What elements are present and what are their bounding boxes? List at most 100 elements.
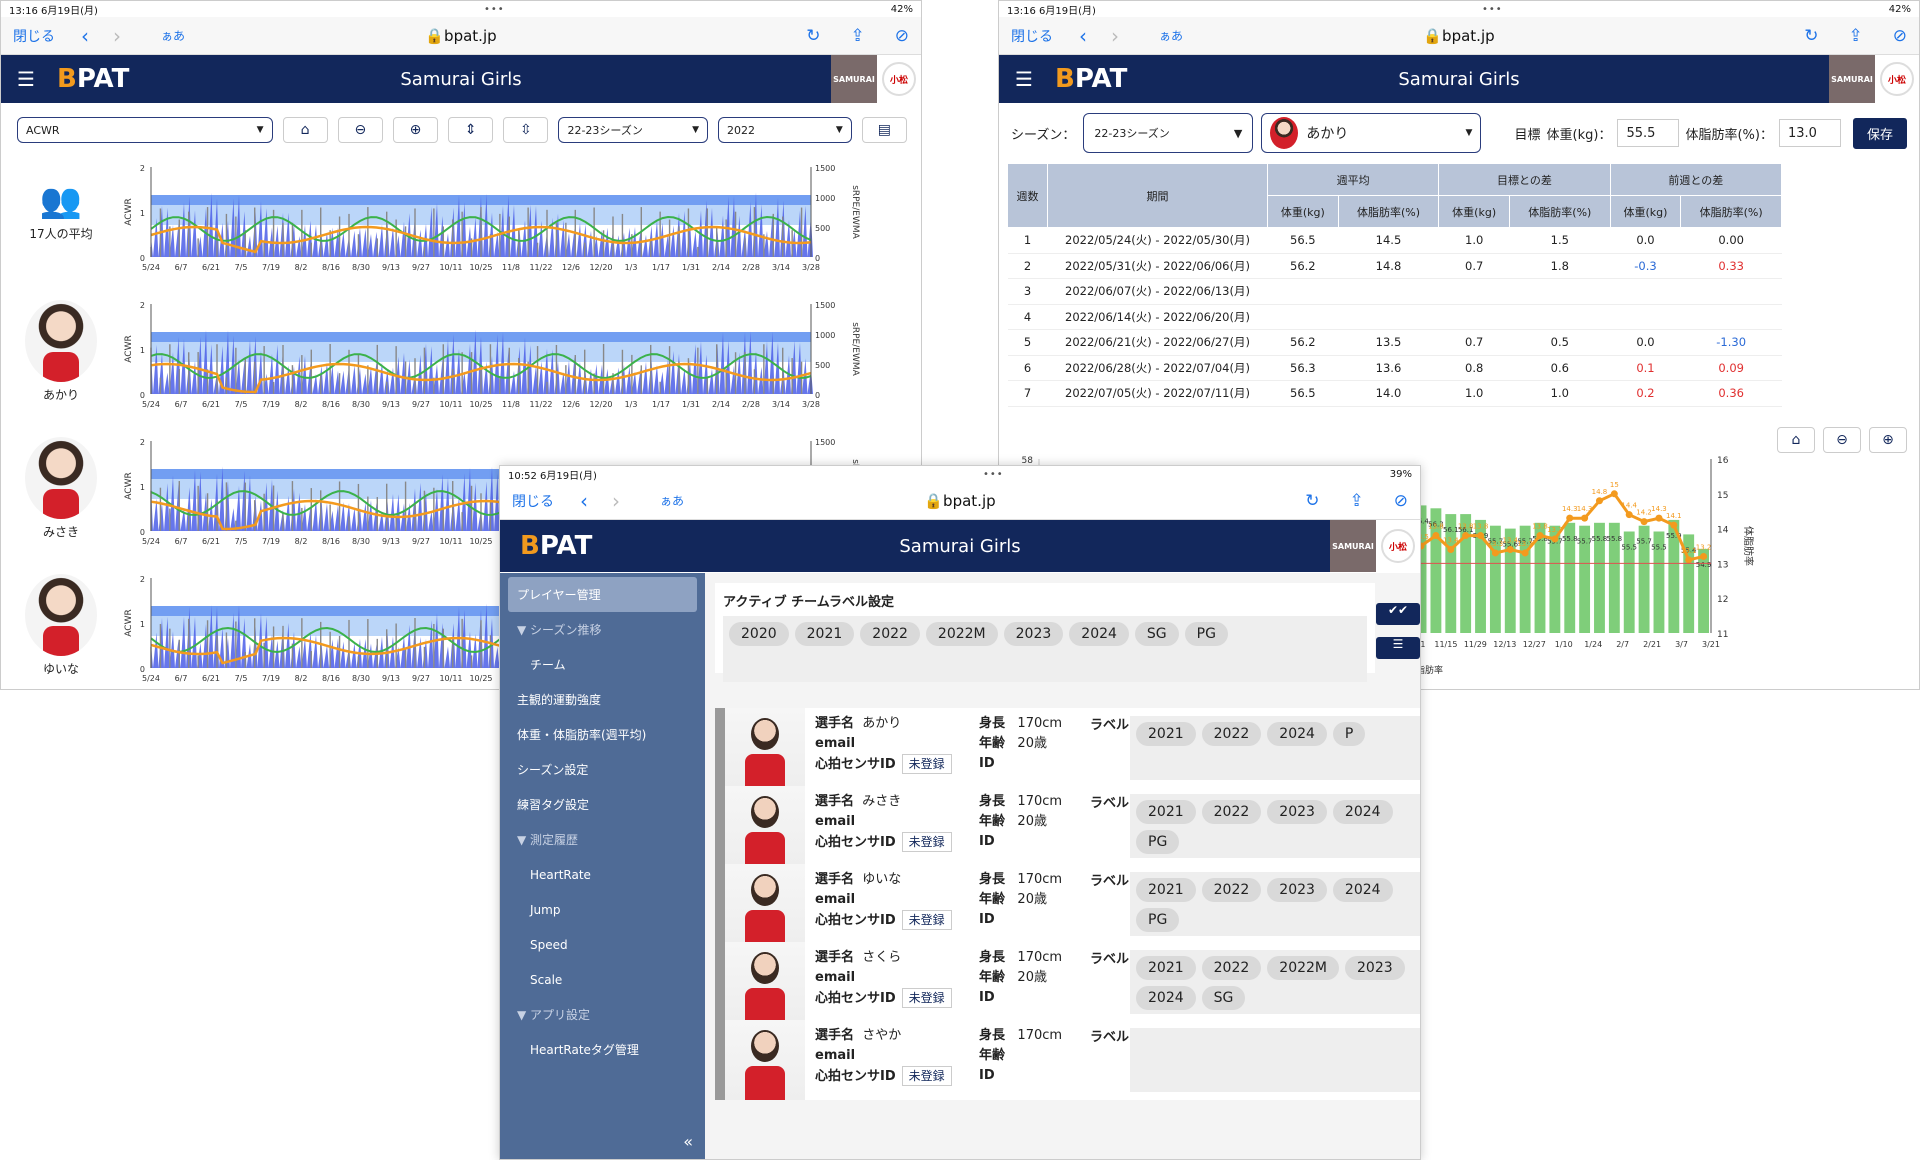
- label-chip[interactable]: 2021: [1136, 956, 1196, 980]
- label-chip[interactable]: 2023: [1003, 622, 1064, 646]
- sidebar-group-season[interactable]: ▼ シーズン推移: [500, 612, 705, 647]
- sidebar-item-practice-tags[interactable]: 練習タグ設定: [517, 798, 590, 812]
- player-card[interactable]: 選手名 さくら email 心拍センサID 未登録 身長 170cm 年齢 20歳 ID ラベ…: [715, 942, 1420, 1022]
- share-icon[interactable]: ⇪: [850, 25, 865, 46]
- label-chip[interactable]: 2022: [1201, 800, 1262, 824]
- sidebar-item-heartrate-tags[interactable]: HeartRateタグ管理: [530, 1043, 639, 1057]
- label-chip[interactable]: 2024: [1332, 800, 1393, 824]
- multitask-dots[interactable]: •••: [1481, 3, 1503, 15]
- label-chip[interactable]: 2022M: [1267, 956, 1339, 980]
- label-chip[interactable]: 2024: [1069, 622, 1129, 646]
- label-chip[interactable]: PG: [1136, 908, 1180, 932]
- active-label-chips[interactable]: 2020 2021 2022 2022M 2023 2024 SG PG: [723, 616, 1367, 682]
- label-chip[interactable]: 2020: [729, 622, 789, 646]
- hamburger-menu-icon[interactable]: ☰: [17, 67, 35, 91]
- multitask-dots[interactable]: •••: [483, 3, 505, 15]
- zoom-out-button[interactable]: ⊖: [337, 117, 383, 143]
- compass-icon[interactable]: ⊘: [894, 25, 909, 46]
- label-chip[interactable]: 2022: [1201, 956, 1262, 980]
- reload-icon[interactable]: ↻: [1305, 490, 1320, 511]
- url-bar[interactable]: 🔒bpat.jp: [924, 491, 996, 510]
- url-bar[interactable]: 🔒bpat.jp: [425, 26, 497, 45]
- zoom-in-button[interactable]: ⊕: [1869, 427, 1907, 453]
- share-icon[interactable]: ⇪: [1848, 25, 1863, 46]
- season-select[interactable]: 22-23シーズン ▼: [558, 117, 708, 143]
- list-button[interactable]: ☰: [1376, 637, 1420, 659]
- sidebar-item-weight[interactable]: 体重・体脂肪率(週平均): [517, 728, 647, 742]
- metric-select[interactable]: ACWR ▼: [17, 117, 273, 143]
- goal-weight-input[interactable]: 55.5: [1617, 119, 1680, 147]
- label-chip[interactable]: PG: [1136, 830, 1180, 854]
- expand-button[interactable]: ⇕: [448, 117, 494, 143]
- hamburger-menu-icon[interactable]: ☰: [1015, 67, 1033, 91]
- label-chip[interactable]: PG: [1184, 622, 1228, 646]
- zoom-in-button[interactable]: ⊕: [392, 117, 439, 143]
- sidebar-item-team[interactable]: チーム: [530, 658, 566, 672]
- sidebar-group-history[interactable]: ▼ 測定履歴: [500, 822, 705, 857]
- sidebar-item-jump[interactable]: Jump: [530, 902, 561, 917]
- back-icon[interactable]: ‹: [580, 488, 588, 513]
- reader-button[interactable]: ぁあ: [161, 29, 186, 43]
- label-chip[interactable]: 2024: [1267, 722, 1327, 746]
- compass-icon[interactable]: ⊘: [1892, 25, 1907, 46]
- sidebar-group-app[interactable]: ▼ アプリ設定: [500, 997, 705, 1032]
- unregistered-button[interactable]: 未登録: [901, 988, 952, 1008]
- unregistered-button[interactable]: 未登録: [901, 1066, 952, 1086]
- label-chip[interactable]: 2023: [1267, 878, 1327, 902]
- label-chip[interactable]: 2021: [1136, 722, 1196, 746]
- player-label-chips[interactable]: 2021 2022 2023 2024 PG: [1130, 794, 1420, 858]
- label-chip[interactable]: 2021: [1136, 800, 1196, 824]
- reload-icon[interactable]: ↻: [1804, 25, 1819, 46]
- label-chip[interactable]: 2024: [1136, 986, 1196, 1010]
- player-select[interactable]: あかり ▼: [1261, 113, 1482, 153]
- share-icon[interactable]: ⇪: [1349, 490, 1364, 511]
- label-chip[interactable]: 2023: [1345, 956, 1405, 980]
- season-select[interactable]: 22-23シーズン ▼: [1083, 113, 1254, 153]
- sidebar-item-speed[interactable]: Speed: [530, 937, 568, 952]
- layout-toggle-button[interactable]: ▤: [861, 117, 908, 143]
- label-chip[interactable]: P: [1332, 722, 1366, 746]
- unregistered-button[interactable]: 未登録: [901, 910, 952, 930]
- label-chip[interactable]: 2022: [860, 622, 920, 646]
- goal-fat-input[interactable]: 13.0: [1778, 119, 1841, 147]
- sidebar-item-heartrate[interactable]: HeartRate: [530, 867, 591, 882]
- forward-icon[interactable]: ›: [1111, 23, 1119, 48]
- label-chip[interactable]: 2022: [1201, 878, 1262, 902]
- sidebar-item-rpe[interactable]: 主観的運動強度: [517, 693, 602, 707]
- player-card[interactable]: 選手名 さやか email 心拍センサID 未登録 身長 170cm 年齢 ID ラベル: [715, 1020, 1420, 1100]
- home-button[interactable]: ⌂: [1777, 427, 1815, 453]
- close-button[interactable]: 閉じる: [512, 493, 554, 510]
- player-card[interactable]: 選手名 みさき email 心拍センサID 未登録 身長 170cm 年齢 20歳 ID ラベ…: [715, 786, 1420, 866]
- label-chip[interactable]: 2023: [1267, 800, 1327, 824]
- player-label-chips[interactable]: 2021 2022 2023 2024 PG: [1130, 872, 1420, 936]
- player-label-chips[interactable]: 2021 2022 2022M 2023 2024 SG: [1130, 950, 1420, 1014]
- unregistered-button[interactable]: 未登録: [901, 754, 952, 774]
- zoom-out-button[interactable]: ⊖: [1823, 427, 1861, 453]
- sidebar-item-player-management[interactable]: プレイヤー管理: [508, 577, 697, 612]
- close-button[interactable]: 閉じる: [1011, 28, 1053, 45]
- label-chip[interactable]: 2021: [794, 622, 855, 646]
- year-select[interactable]: 2022 ▼: [718, 117, 852, 143]
- label-chip[interactable]: 2024: [1332, 878, 1393, 902]
- save-button[interactable]: 保存: [1852, 117, 1907, 149]
- collapse-sidebar-icon[interactable]: «: [683, 1132, 693, 1151]
- back-icon[interactable]: ‹: [81, 23, 89, 48]
- player-label-chips[interactable]: [1130, 1028, 1420, 1092]
- reader-button[interactable]: ぁあ: [1159, 29, 1184, 43]
- url-bar[interactable]: 🔒bpat.jp: [1423, 26, 1495, 45]
- unregistered-button[interactable]: 未登録: [901, 832, 952, 852]
- label-chip[interactable]: 2021: [1136, 878, 1196, 902]
- multitask-dots[interactable]: •••: [982, 468, 1004, 480]
- forward-icon[interactable]: ›: [113, 23, 121, 48]
- close-button[interactable]: 閉じる: [13, 28, 55, 45]
- reload-icon[interactable]: ↻: [806, 25, 821, 46]
- label-chip[interactable]: 2022: [1201, 722, 1262, 746]
- label-chip[interactable]: SG: [1201, 986, 1246, 1010]
- player-label-chips[interactable]: 2021 2022 2024 P: [1130, 716, 1420, 780]
- reader-button[interactable]: ぁあ: [660, 494, 685, 508]
- forward-icon[interactable]: ›: [612, 488, 620, 513]
- check-all-button[interactable]: ✔✔: [1376, 603, 1420, 625]
- home-button[interactable]: ⌂: [282, 117, 328, 143]
- player-card[interactable]: 選手名 ゆいな email 心拍センサID 未登録 身長 170cm 年齢 20歳 ID ラベ…: [715, 864, 1420, 944]
- player-card[interactable]: 選手名 あかり email 心拍センサID 未登録 身長 170cm 年齢 20歳 ID ラベ…: [715, 708, 1420, 788]
